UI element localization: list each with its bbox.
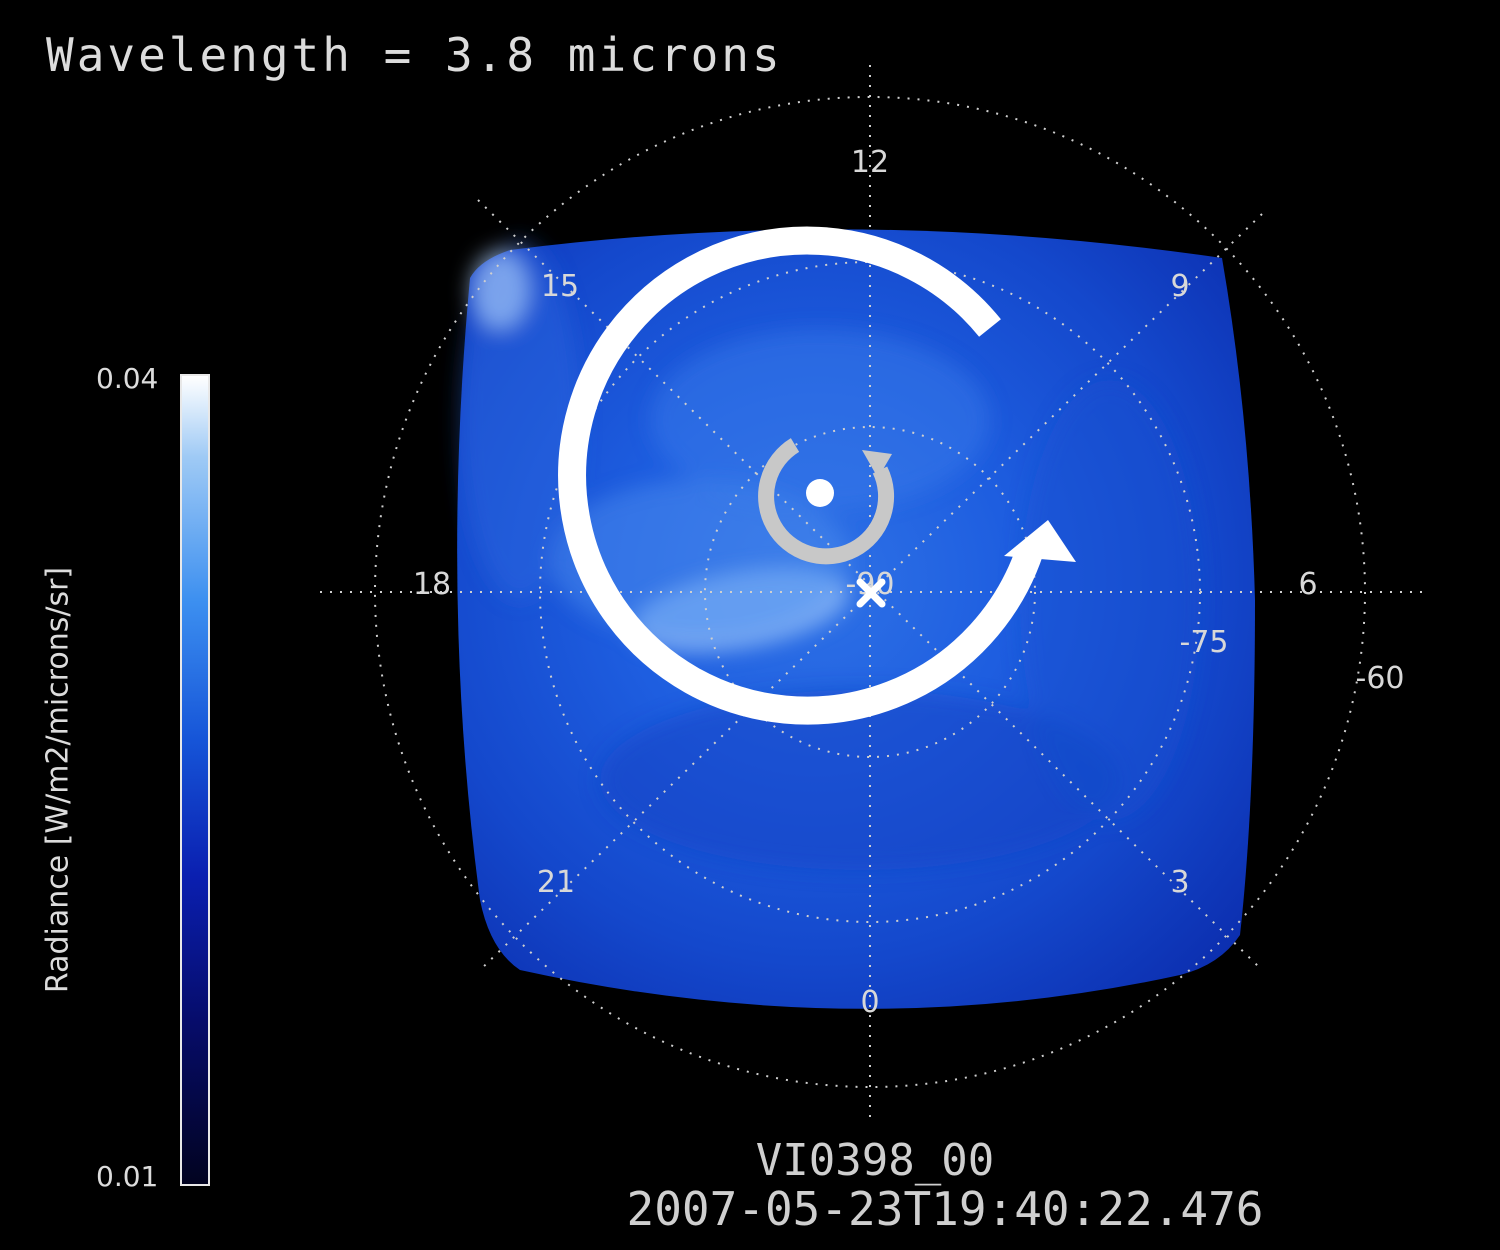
local-time-label-12: 12 <box>851 145 889 180</box>
colorbar-min-label: 0.01 <box>96 1160 159 1193</box>
latitude-label-60: -60 <box>1356 661 1405 696</box>
local-time-label-3: 3 <box>1170 865 1189 900</box>
latitude-label-75: -75 <box>1180 625 1229 660</box>
pole-cross-icon <box>856 578 886 608</box>
colorbar-max-label: 0.04 <box>96 362 159 395</box>
local-time-label-9: 9 <box>1170 269 1189 304</box>
large-rotation-arrow-icon <box>558 226 1076 725</box>
colorbar <box>180 374 210 1186</box>
local-time-label-6: 6 <box>1298 567 1317 602</box>
local-time-label-18: 18 <box>413 567 451 602</box>
wavelength-title: Wavelength = 3.8 microns <box>46 28 783 82</box>
small-vortex-arrow-icon <box>758 438 895 565</box>
local-time-label-0: 0 <box>860 985 879 1020</box>
observation-timestamp: 2007-05-23T19:40:22.476 <box>626 1182 1264 1236</box>
local-time-label-21: 21 <box>537 865 575 900</box>
vortex-center-dot-icon <box>806 479 834 507</box>
orbit-id: VI0398_00 <box>755 1135 995 1186</box>
local-time-label-15: 15 <box>541 269 579 304</box>
